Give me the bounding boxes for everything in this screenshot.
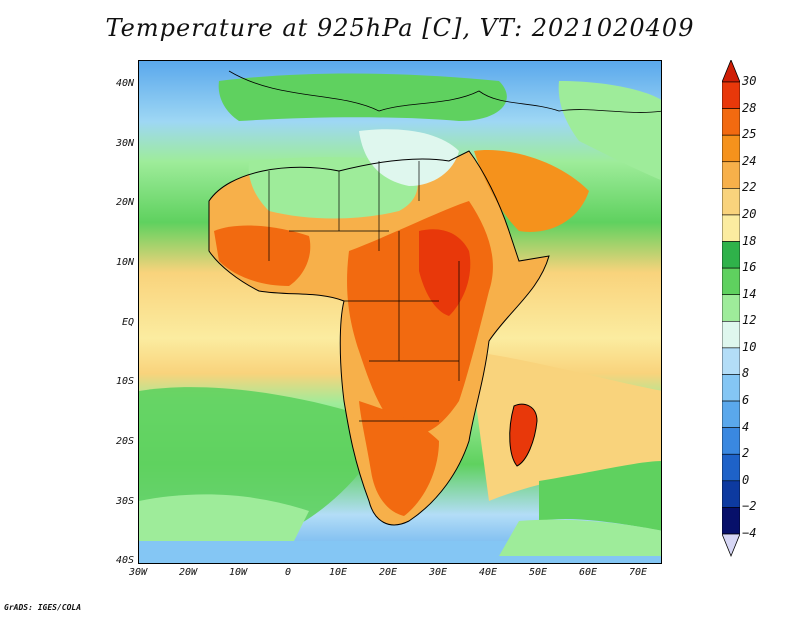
colorbar-segment: [722, 267, 740, 296]
lon-label-20w: 20W: [178, 567, 198, 578]
lon-label-0: 0: [284, 567, 292, 578]
lat-label-40n: 40N: [115, 78, 134, 89]
colorbar-tick-label: 20: [742, 206, 757, 221]
colorbar-tick-label: −2: [742, 499, 757, 514]
temperature-field-map: [139, 61, 661, 563]
lat-label-30n: 30N: [115, 138, 134, 149]
sahara-cool-region: [248, 157, 418, 219]
colorbar-tick-label: −4: [742, 526, 757, 540]
colorbar-segment: [722, 320, 740, 349]
colorbar: [722, 60, 740, 558]
middle-east-cool: [558, 81, 661, 181]
lat-label-10s: 10S: [115, 376, 134, 387]
colorbar-tick-label: 6: [742, 393, 750, 408]
lat-label-eq: EQ: [121, 317, 134, 328]
colorbar-bottom-triangle: [722, 533, 740, 558]
colorbar-tick-label: 12: [742, 313, 757, 328]
colorbar-tick-label: 14: [742, 286, 757, 301]
colorbar-segment: [722, 241, 740, 269]
colorbar-segment: [722, 347, 740, 375]
lat-label-40s: 40S: [115, 555, 134, 566]
madagascar-coastline: [509, 403, 538, 467]
lon-label-50e: 50E: [528, 567, 548, 578]
map-plot-area: [138, 60, 662, 564]
europe-coastline: [228, 70, 661, 113]
west-africa-hot-zone: [214, 225, 311, 286]
colorbar-tick-label: 28: [742, 100, 757, 115]
colorbar-segment: [722, 108, 740, 136]
grads-credit: GrADS: IGES/COLA: [4, 603, 82, 612]
colorbar-segment: [722, 374, 740, 402]
lat-label-30s: 30S: [115, 496, 134, 507]
colorbar-tick-label: 8: [742, 366, 750, 381]
colorbar-top-triangle: [722, 60, 740, 83]
indian-ocean-cool: [539, 461, 661, 531]
madagascar: [509, 404, 537, 466]
colorbar-tick-label: 2: [742, 446, 750, 461]
colorbar-segment: [722, 134, 740, 163]
lon-label-40e: 40E: [478, 567, 498, 578]
libya-egypt-cool: [359, 129, 459, 186]
colorbar-segment: [722, 188, 740, 216]
lat-label-10n: 10N: [115, 257, 134, 268]
colorbar-tick-label: 18: [742, 233, 757, 248]
colorbar-segment: [722, 507, 740, 535]
colorbar-segment: [722, 400, 740, 428]
colorbar-segment: [722, 294, 740, 322]
colorbar-segment: [722, 480, 740, 508]
lon-label-30e: 30E: [428, 567, 448, 578]
lon-label-70e: 70E: [628, 567, 648, 578]
lat-label-20n: 20N: [115, 197, 134, 208]
mediterranean-region: [218, 73, 507, 121]
colorbar-segment: [722, 453, 740, 482]
colorbar-segment: [722, 214, 740, 242]
map-title: Temperature at 925hPa [C], VT: 202102040…: [105, 14, 695, 42]
lon-label-10e: 10E: [328, 567, 348, 578]
lon-label-60e: 60E: [578, 567, 598, 578]
colorbar-tick-label: 22: [742, 180, 757, 195]
colorbar-tick-label: 4: [742, 419, 750, 434]
southern-africa-hot-zone: [359, 401, 439, 516]
colorbar-segment: [722, 427, 740, 455]
lon-label-10w: 10W: [228, 567, 248, 578]
colorbar-tick-label: 25: [742, 127, 757, 142]
colorbar-tick-label: 10: [742, 339, 757, 354]
colorbar-tick-label: 16: [742, 260, 757, 275]
africa-coastline: [208, 150, 550, 526]
colorbar-segments: [722, 81, 740, 535]
colorbar-segment: [722, 161, 740, 189]
lon-label-20e: 20E: [378, 567, 398, 578]
colorbar-tick-label: 0: [742, 472, 750, 487]
east-africa-peak-heat: [419, 229, 471, 316]
colorbar-tick-label: 24: [742, 153, 757, 168]
country-borders: [268, 161, 460, 422]
arabia-warm: [474, 150, 589, 232]
lat-label-20s: 20S: [115, 436, 134, 447]
colorbar-tick-label: 30: [742, 74, 757, 88]
colorbar-segment: [722, 81, 740, 109]
lon-label-30w: 30W: [128, 567, 148, 578]
indian-ocean-cold: [499, 519, 661, 556]
